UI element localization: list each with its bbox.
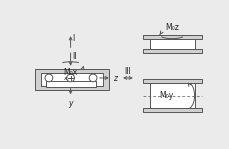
Bar	[46, 81, 96, 87]
Bar	[143, 35, 201, 39]
Circle shape	[66, 74, 74, 82]
Circle shape	[89, 74, 97, 82]
Text: I: I	[72, 34, 74, 43]
Bar	[143, 108, 201, 112]
Text: x: x	[63, 76, 66, 81]
Bar	[150, 83, 194, 108]
Bar	[35, 69, 108, 90]
Text: M₀y: M₀y	[158, 91, 173, 100]
Text: M₀z: M₀z	[164, 23, 178, 32]
Text: II: II	[72, 52, 76, 61]
Text: M₀x: M₀x	[63, 68, 77, 77]
Bar	[150, 39, 194, 49]
Bar	[143, 49, 201, 53]
Bar	[143, 79, 201, 83]
Text: III: III	[124, 67, 131, 76]
Bar	[41, 73, 103, 86]
Text: z: z	[112, 74, 116, 83]
Circle shape	[45, 74, 52, 82]
Text: y: y	[68, 99, 73, 108]
